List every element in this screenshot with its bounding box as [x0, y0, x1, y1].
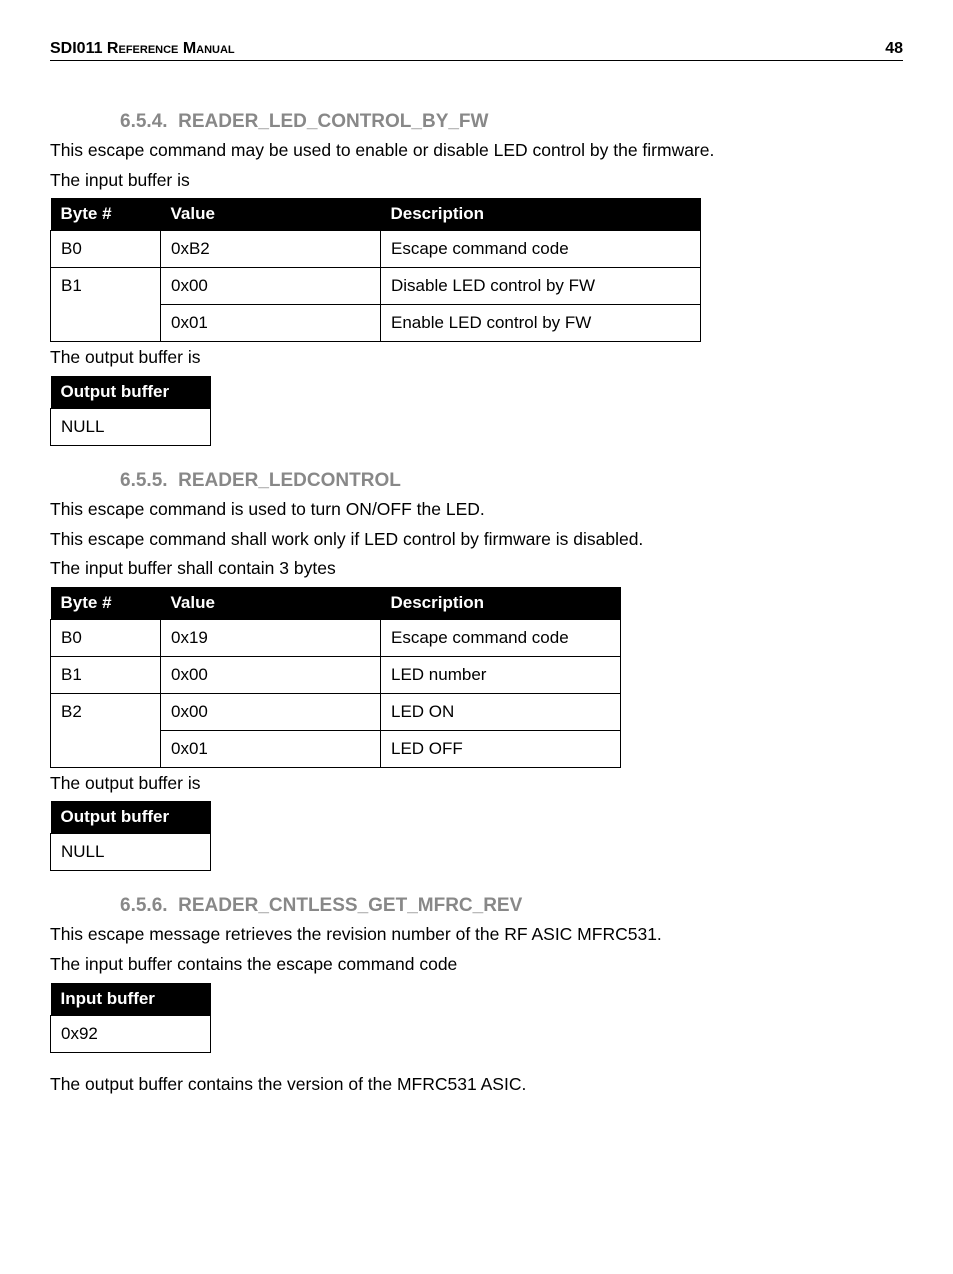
cell-value: 0x19 — [161, 619, 381, 656]
cell-desc: Disable LED control by FW — [381, 268, 701, 305]
table-row: B2 0x00 LED ON — [51, 693, 621, 730]
s656-p3: The output buffer contains the version o… — [50, 1073, 903, 1097]
section-655-name: READER_LEDCONTROL — [178, 470, 401, 491]
s655-p4: The output buffer is — [50, 772, 903, 796]
th-desc: Description — [381, 198, 701, 231]
table-row: B1 0x00 Disable LED control by FW — [51, 268, 701, 305]
cell-value: 0x01 — [161, 730, 381, 767]
cell-desc: LED OFF — [381, 730, 621, 767]
cell-desc: LED number — [381, 656, 621, 693]
cell-value: 0x01 — [161, 305, 381, 342]
table-row: B0 0xB2 Escape command code — [51, 231, 701, 268]
cell-input: 0x92 — [51, 1015, 211, 1052]
cell-byte: B0 — [51, 231, 161, 268]
cell-byte: B2 — [51, 693, 161, 767]
cell-desc: Escape command code — [381, 619, 621, 656]
section-655-num: 6.5.5. — [120, 470, 168, 491]
s656-input-table: Input buffer 0x92 — [50, 983, 211, 1053]
cell-desc: LED ON — [381, 693, 621, 730]
page-header: SDI011 Reference Manual 48 — [50, 40, 903, 61]
th-output: Output buffer — [51, 801, 211, 834]
s655-output-table: Output buffer NULL — [50, 801, 211, 871]
cell-value: 0xB2 — [161, 231, 381, 268]
th-byte: Byte # — [51, 198, 161, 231]
s656-p1: This escape message retrieves the revisi… — [50, 923, 903, 947]
th-value: Value — [161, 198, 381, 231]
section-656-num: 6.5.6. — [120, 895, 168, 916]
cell-desc: Enable LED control by FW — [381, 305, 701, 342]
section-654-name: READER_LED_CONTROL_BY_FW — [178, 111, 488, 132]
th-output: Output buffer — [51, 376, 211, 409]
cell-output: NULL — [51, 408, 211, 445]
section-654-num: 6.5.4. — [120, 111, 168, 132]
s654-p3: The output buffer is — [50, 346, 903, 370]
section-656-name: READER_CNTLESS_GET_MFRC_REV — [178, 895, 522, 916]
table-header-row: Byte # Value Description — [51, 198, 701, 231]
section-654-title: 6.5.4. READER_LED_CONTROL_BY_FW — [120, 111, 903, 133]
s654-output-table: Output buffer NULL — [50, 376, 211, 446]
section-656-title: 6.5.6. READER_CNTLESS_GET_MFRC_REV — [120, 895, 903, 917]
cell-value: 0x00 — [161, 656, 381, 693]
cell-value: 0x00 — [161, 268, 381, 305]
th-byte: Byte # — [51, 587, 161, 620]
page-number: 48 — [885, 40, 903, 58]
s655-p2: This escape command shall work only if L… — [50, 528, 903, 552]
th-input: Input buffer — [51, 983, 211, 1016]
cell-desc: Escape command code — [381, 231, 701, 268]
cell-byte: B1 — [51, 268, 161, 342]
s654-p2: The input buffer is — [50, 169, 903, 193]
table-row: B1 0x00 LED number — [51, 656, 621, 693]
cell-byte: B1 — [51, 656, 161, 693]
s654-input-table: Byte # Value Description B0 0xB2 Escape … — [50, 198, 701, 342]
cell-byte: B0 — [51, 619, 161, 656]
s655-input-table: Byte # Value Description B0 0x19 Escape … — [50, 587, 621, 768]
cell-value: 0x00 — [161, 693, 381, 730]
th-value: Value — [161, 587, 381, 620]
s655-p1: This escape command is used to turn ON/O… — [50, 498, 903, 522]
s655-p3: The input buffer shall contain 3 bytes — [50, 557, 903, 581]
cell-output: NULL — [51, 834, 211, 871]
table-header-row: Byte # Value Description — [51, 587, 621, 620]
doc-title: SDI011 Reference Manual — [50, 40, 235, 58]
s656-p2: The input buffer contains the escape com… — [50, 953, 903, 977]
s654-p1: This escape command may be used to enabl… — [50, 139, 903, 163]
section-655-title: 6.5.5. READER_LEDCONTROL — [120, 470, 903, 492]
th-desc: Description — [381, 587, 621, 620]
table-row: B0 0x19 Escape command code — [51, 619, 621, 656]
